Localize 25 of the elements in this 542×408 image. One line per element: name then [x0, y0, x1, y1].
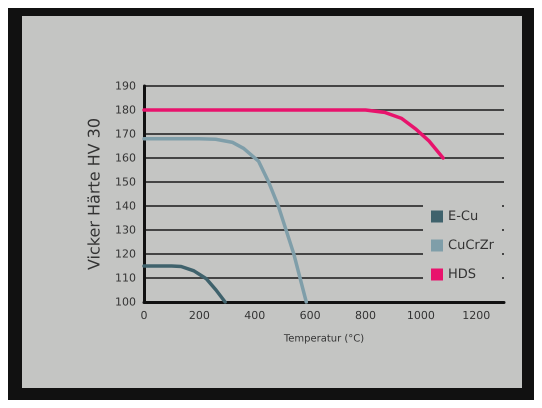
legend-label: HDS [448, 267, 476, 282]
y-tick-label: 130 [115, 224, 136, 236]
y-tick-label: 170 [115, 128, 136, 140]
y-tick-label: 140 [115, 200, 136, 212]
line-series [142, 137, 308, 304]
y-tick-label: 110 [115, 272, 136, 284]
x-tick-label: 1000 [406, 309, 435, 322]
line-series [142, 108, 445, 160]
y-axis-title: Vicker Härte HV 30 [84, 118, 104, 270]
y-tick-label: 100 [115, 296, 136, 308]
y-tick-label: 180 [115, 104, 136, 116]
y-tick-label: 150 [115, 176, 136, 188]
y-tick-label: 160 [115, 152, 136, 164]
line-series [142, 264, 227, 304]
x-tick-label: 1200 [462, 309, 490, 322]
x-tick-label: 400 [244, 309, 266, 322]
y-tick-label: 120 [115, 248, 136, 260]
x-axis-title: Temperatur (°C) [282, 334, 364, 344]
y-tick-label: 190 [115, 80, 136, 92]
legend-label: CuCrZr [448, 238, 495, 253]
x-tick-label: 200 [188, 309, 210, 322]
legend-label: E-Cu [448, 209, 478, 224]
x-tick-label: 0 [140, 309, 148, 322]
x-tick-label: 800 [355, 309, 376, 322]
x-tick-label: 600 [300, 309, 321, 322]
